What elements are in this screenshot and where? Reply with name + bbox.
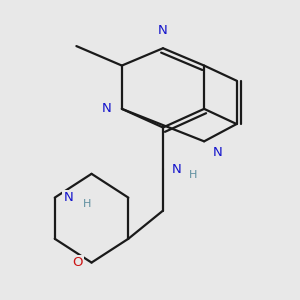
Text: N: N — [63, 191, 73, 204]
Text: H: H — [189, 170, 197, 180]
Text: N: N — [213, 146, 223, 159]
Text: O: O — [72, 256, 83, 269]
Text: H: H — [83, 199, 91, 209]
Text: N: N — [101, 102, 111, 116]
Text: N: N — [172, 163, 182, 176]
Text: N: N — [158, 24, 168, 37]
